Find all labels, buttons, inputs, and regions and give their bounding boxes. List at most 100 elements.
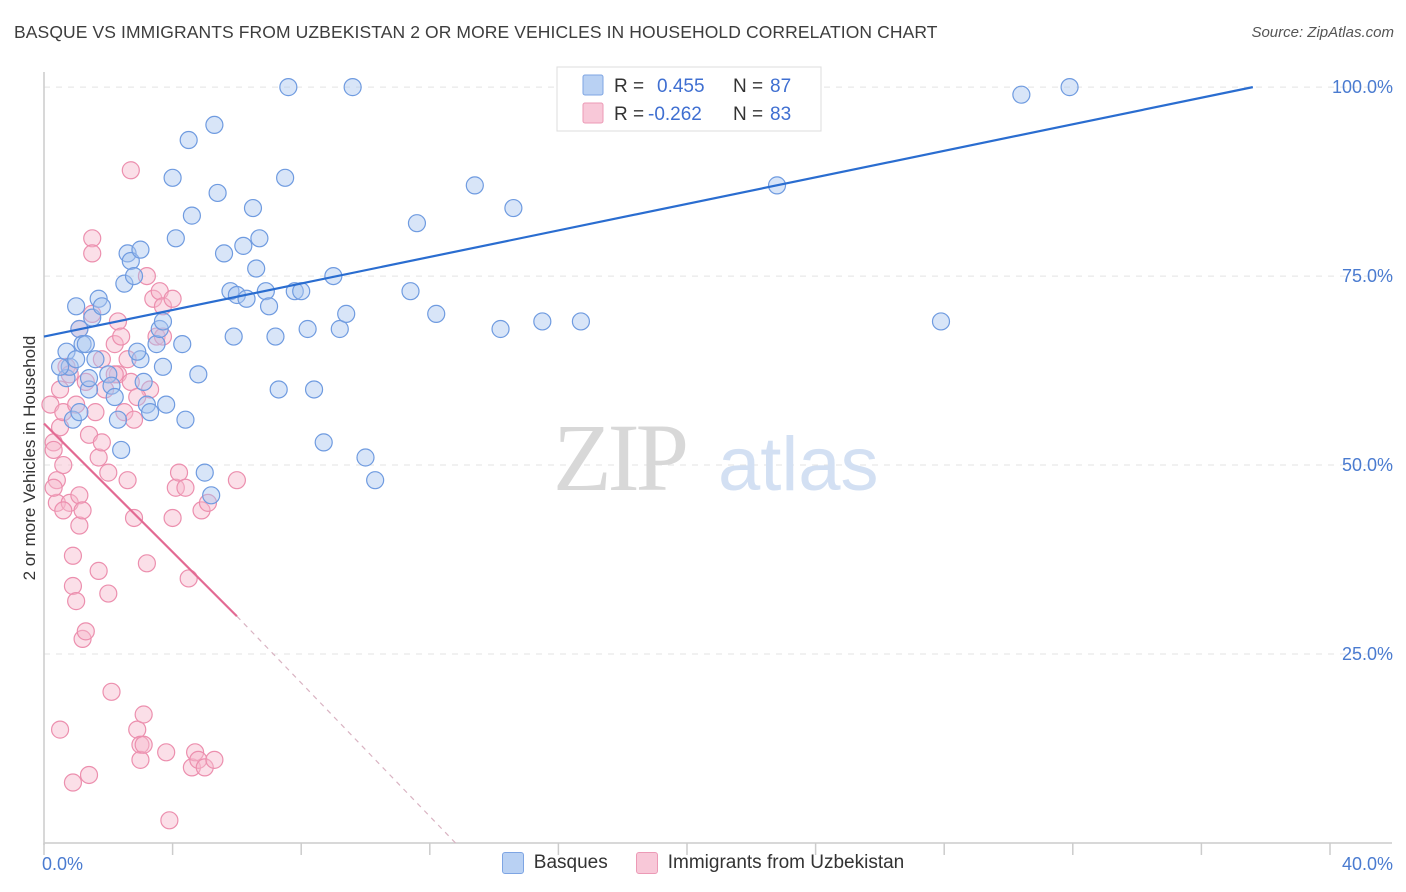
immigrants-point-30 (99, 463, 118, 482)
basques-point-62 (304, 380, 324, 399)
immigrants-point-80 (128, 387, 147, 407)
source-label: Source: ZipAtlas.com (1251, 24, 1394, 41)
basques-point-75 (533, 312, 552, 331)
y-tick-label-2: 75.0% (1342, 266, 1393, 286)
legend-r-label-1: R = (614, 76, 644, 97)
basques-point-31 (153, 312, 173, 331)
swatch-immigrants (635, 852, 658, 874)
legend-label-basques: Basques (533, 852, 608, 873)
basques-point-38 (182, 206, 201, 225)
basques-point-19 (112, 440, 131, 460)
bottom-legend: Basques Immigrants from Uzbekistan (0, 852, 1406, 874)
immigrants-point-67 (205, 750, 224, 769)
basques-point-26 (134, 372, 153, 392)
basques-point-82 (76, 335, 95, 354)
immigrants-point-32 (102, 682, 121, 701)
legend-n-label-2: N = (733, 104, 763, 125)
immigrants-point-4 (47, 493, 66, 512)
basques-point-66 (343, 78, 362, 97)
immigrants-point-57 (166, 478, 185, 497)
chart-title: BASQUE VS IMMIGRANTS FROM UZBEKISTAN 2 O… (14, 22, 938, 42)
immigrants-point-43 (128, 720, 147, 739)
basques-point-2 (60, 357, 79, 376)
basques-point-50 (243, 198, 263, 218)
immigrants-point-71 (50, 720, 70, 739)
legend-item-basques[interactable]: Basques (501, 852, 608, 874)
basques-point-3 (63, 410, 83, 429)
basques-point-29 (147, 335, 166, 354)
immigrants-point-56 (163, 508, 182, 528)
legend-r-value-2: -0.262 (648, 104, 702, 125)
immigrants-point-50 (144, 289, 163, 308)
immigrants-point-75 (105, 365, 124, 384)
basques-point-34 (163, 168, 182, 187)
trend-line-immigrants-extension (236, 615, 456, 844)
basques-point-35 (166, 229, 185, 248)
basques-point-37 (179, 130, 198, 150)
immigrants-point-59 (176, 478, 195, 497)
legend-swatch-immigrants (582, 102, 604, 124)
immigrants-point-39 (121, 161, 140, 180)
basques-point-6 (67, 297, 86, 316)
basques-point-40 (195, 463, 214, 482)
legend-item-immigrants[interactable]: Immigrants from Uzbekistan (635, 852, 905, 874)
legend-r-value-1: 0.455 (657, 76, 705, 97)
immigrants-point-63 (189, 750, 208, 769)
immigrants-point-77 (44, 478, 63, 497)
immigrants-point-2 (44, 440, 63, 460)
basques-point-36 (173, 335, 192, 354)
immigrants-point-78 (54, 501, 73, 520)
immigrants-point-58 (169, 463, 189, 482)
basques-point-51 (247, 259, 266, 278)
legend-box: R = 0.455 N = 87 R = -0.262 N = 83 (556, 66, 822, 132)
immigrants-point-19 (73, 501, 92, 520)
immigrants-point-37 (115, 403, 134, 422)
legend-n-value-1: 87 (770, 76, 791, 97)
immigrants-point-12 (63, 546, 83, 565)
immigrants-point-60 (179, 569, 198, 588)
legend-r-label-2: R = (614, 104, 644, 125)
immigrants-point-36 (112, 327, 131, 346)
immigrants-point-54 (157, 743, 176, 762)
legend-n-value-2: 83 (770, 104, 791, 125)
basques-point-59 (285, 282, 304, 301)
immigrants-point-61 (182, 758, 201, 777)
y-tick-labels: 25.0% 50.0% 75.0% 100.0% (1332, 77, 1393, 664)
immigrants-point-24 (83, 244, 102, 263)
trend-lines (43, 86, 1254, 844)
basques-point-57 (276, 168, 295, 187)
immigrants-point-64 (192, 501, 211, 520)
immigrants-point-27 (89, 561, 108, 580)
basques-point-56 (269, 380, 288, 399)
basques-point-72 (465, 176, 484, 195)
y-axis-label: 2 or more Vehicles in Household (20, 336, 39, 581)
immigrants-point-76 (92, 350, 111, 369)
basques-point-44 (214, 244, 234, 263)
axes (43, 72, 1392, 855)
basques-point-67 (356, 448, 375, 467)
basques-point-43 (208, 183, 227, 203)
basques-point-55 (266, 327, 285, 346)
basques-point-18 (108, 410, 128, 429)
basques-point-33 (157, 395, 176, 414)
immigrants-point-13 (63, 576, 83, 596)
basques-point-32 (153, 357, 173, 376)
x-tick-labels: 0.0% 40.0% (42, 854, 1393, 874)
basques-point-16 (102, 376, 121, 395)
basques-point-79 (931, 312, 951, 331)
y-tick-label-3: 100.0% (1332, 77, 1393, 97)
trend-line-immigrants (43, 422, 238, 618)
basques-point-17 (105, 387, 124, 407)
basques-point-4 (67, 350, 86, 369)
immigrants-point-28 (92, 433, 111, 452)
basques-point-58 (279, 78, 298, 97)
legend-label-immigrants: Immigrants from Uzbekistan (667, 852, 905, 873)
immigrants-point-38 (118, 471, 137, 490)
basques-point-46 (224, 327, 243, 346)
basques-point-42 (205, 115, 224, 135)
basques-point-69 (401, 282, 420, 301)
basques-point-76 (571, 312, 591, 331)
immigrants-point-47 (134, 705, 153, 724)
basques-point-61 (298, 319, 317, 339)
immigrants-point-68 (227, 471, 246, 490)
